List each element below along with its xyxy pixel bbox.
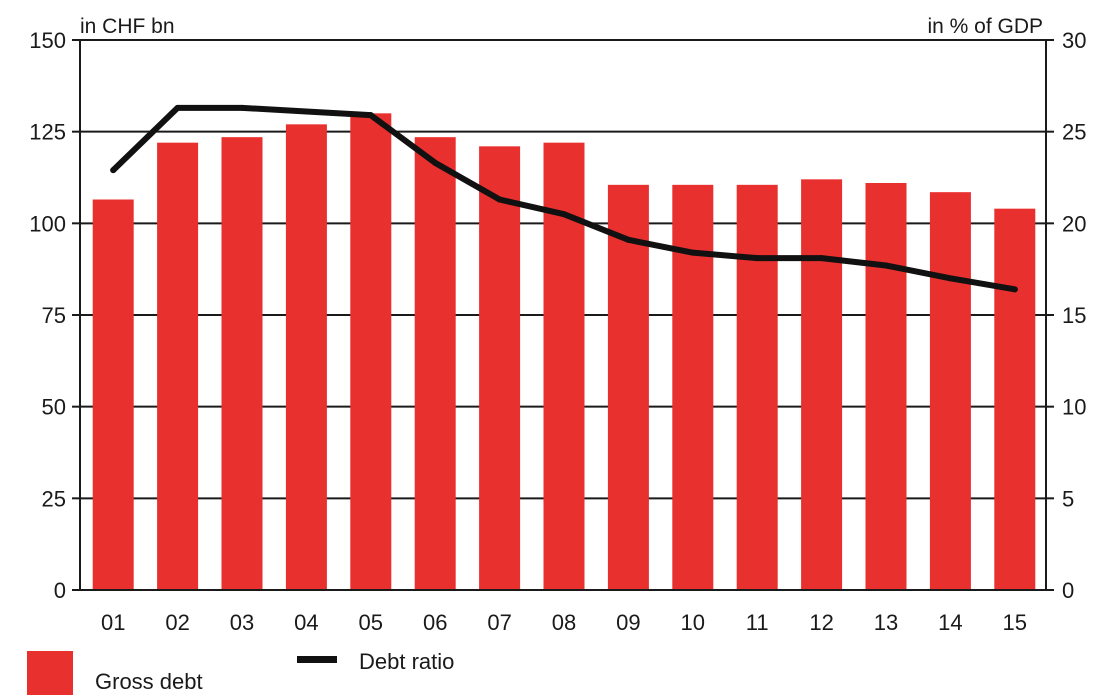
bar-gross-debt-15	[994, 208, 1036, 590]
left-tick-label: 150	[29, 28, 66, 53]
x-tick-label: 01	[101, 610, 125, 635]
left-tick-label: 100	[29, 211, 66, 236]
point-debt-ratio-01	[110, 167, 117, 174]
point-debt-ratio-08	[561, 211, 567, 218]
right-tick-label: 20	[1062, 211, 1086, 236]
bar-gross-debt-12	[801, 179, 843, 591]
legend-label-debt-ratio: Debt ratio	[359, 649, 455, 674]
x-tick-label: 02	[165, 610, 189, 635]
bar-gross-debt-01	[92, 199, 134, 590]
x-tick-label: 10	[681, 610, 705, 635]
bar-gross-debt-13	[865, 183, 907, 590]
right-tick-label: 5	[1062, 486, 1074, 511]
x-tick-label: 04	[294, 610, 318, 635]
x-tick-label: 03	[230, 610, 254, 635]
left-tick-label: 75	[42, 303, 66, 328]
bar-gross-debt-10	[672, 184, 714, 591]
bar-gross-debt-06	[414, 137, 456, 590]
point-debt-ratio-11	[754, 255, 761, 262]
point-debt-ratio-15	[1011, 286, 1018, 293]
point-debt-ratio-02	[174, 104, 181, 111]
left-axis-ticks: 0 25 50 75 100 125 150	[29, 28, 80, 603]
left-tick-label: 50	[42, 395, 66, 420]
bar-gross-debt-07	[479, 146, 521, 591]
x-tick-label: 08	[552, 610, 576, 635]
left-tick-label: 25	[42, 486, 66, 511]
left-axis-label: in CHF bn	[80, 15, 175, 38]
legend-label-gross-debt: Gross debt	[95, 669, 203, 694]
right-tick-label: 15	[1062, 303, 1086, 328]
x-tick-label: 12	[809, 610, 833, 635]
x-tick-label: 13	[874, 610, 898, 635]
point-debt-ratio-09	[625, 236, 632, 243]
right-axis-label: in % of GDP	[927, 15, 1043, 38]
bar-gross-debt-04	[285, 124, 327, 590]
x-axis-ticks: 01 02 03 04 05 06 07 08 09 10 11 12 13 14 15	[101, 610, 1027, 635]
legend-item-debt-ratio: Debt ratio	[297, 651, 454, 675]
line-series-debt-ratio	[110, 104, 1018, 293]
x-tick-label: 07	[487, 610, 511, 635]
left-tick-label: 125	[29, 120, 66, 145]
point-debt-ratio-10	[689, 249, 696, 256]
bar-gross-debt-03	[221, 137, 263, 590]
right-tick-label: 30	[1062, 28, 1086, 53]
bar-gross-debt-09	[607, 184, 649, 591]
point-debt-ratio-06	[432, 159, 439, 166]
bar-series-gross-debt	[92, 113, 1036, 591]
bar-gross-debt-02	[157, 142, 199, 590]
point-debt-ratio-07	[496, 196, 503, 203]
right-tick-label: 10	[1062, 395, 1086, 420]
bar-gross-debt-11	[736, 184, 778, 591]
x-tick-label: 15	[1003, 610, 1027, 635]
legend-item-gross-debt: Gross debt	[27, 651, 203, 695]
right-tick-label: 25	[1062, 120, 1086, 145]
point-debt-ratio-05	[367, 112, 374, 119]
x-tick-label: 14	[938, 610, 962, 635]
point-debt-ratio-12	[818, 255, 825, 262]
x-tick-label: 06	[423, 610, 447, 635]
point-debt-ratio-13	[883, 262, 889, 269]
bar-gross-debt-05	[350, 113, 392, 590]
right-axis-ticks: 0 5 10 15 20 25 30	[1046, 28, 1086, 603]
right-tick-label: 0	[1062, 578, 1074, 603]
bar-gross-debt-14	[929, 192, 971, 590]
left-tick-label: 0	[54, 578, 66, 603]
x-tick-label: 05	[359, 610, 383, 635]
legend-swatch-gross-debt	[27, 651, 73, 695]
x-tick-label: 11	[746, 610, 769, 635]
legend-swatch-debt-ratio	[297, 656, 337, 663]
point-debt-ratio-04	[303, 108, 310, 115]
x-tick-label: 09	[616, 610, 640, 635]
point-debt-ratio-14	[947, 275, 954, 282]
point-debt-ratio-03	[239, 104, 245, 111]
